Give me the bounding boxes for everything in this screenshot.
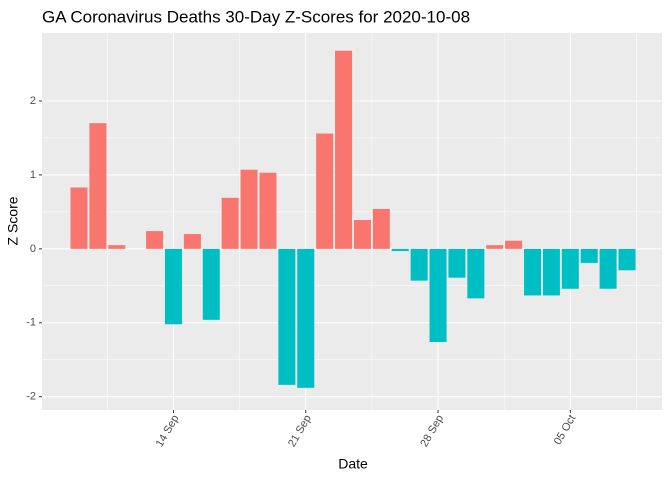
- chart-title: GA Coronavirus Deaths 30-Day Z-Scores fo…: [42, 7, 470, 26]
- bar: [410, 248, 428, 281]
- bar: [108, 245, 126, 249]
- bar: [372, 208, 390, 249]
- bar: [505, 240, 523, 249]
- bar: [146, 231, 164, 249]
- bar: [467, 248, 485, 299]
- bar: [429, 248, 447, 342]
- y-axis-title: Z Score: [5, 196, 21, 245]
- bar: [391, 248, 409, 252]
- x-tick-label: 05 Oct: [552, 413, 579, 447]
- y-tick-label: 1: [30, 169, 36, 181]
- bar: [524, 248, 542, 296]
- bar: [297, 248, 315, 388]
- bar: [618, 248, 636, 271]
- y-tick-label: 0: [30, 243, 36, 255]
- bar: [89, 123, 107, 249]
- bar: [561, 248, 579, 289]
- y-tick-label: 2: [30, 95, 36, 107]
- x-tick-label: 28 Sep: [418, 413, 446, 449]
- bar: [542, 248, 560, 296]
- marks: [70, 50, 636, 388]
- bar: [448, 248, 466, 278]
- x-tick-label: 14 Sep: [154, 413, 182, 449]
- bar: [221, 197, 239, 249]
- bar: [353, 220, 371, 249]
- bar: [259, 172, 277, 249]
- bar: [240, 169, 258, 249]
- x-tick-label: 21 Sep: [286, 413, 314, 449]
- bar: [335, 50, 353, 249]
- bar: [486, 245, 504, 249]
- x-axis-title: Date: [338, 456, 368, 472]
- bar: [316, 133, 334, 249]
- bar: [164, 248, 182, 325]
- bar: [70, 187, 88, 249]
- bar: [580, 248, 598, 263]
- y-tick-label: -2: [26, 391, 36, 403]
- bar: [599, 248, 617, 289]
- y-tick-label: -1: [26, 317, 36, 329]
- bar: [183, 234, 201, 249]
- bar: [202, 248, 220, 320]
- bar: [278, 248, 296, 385]
